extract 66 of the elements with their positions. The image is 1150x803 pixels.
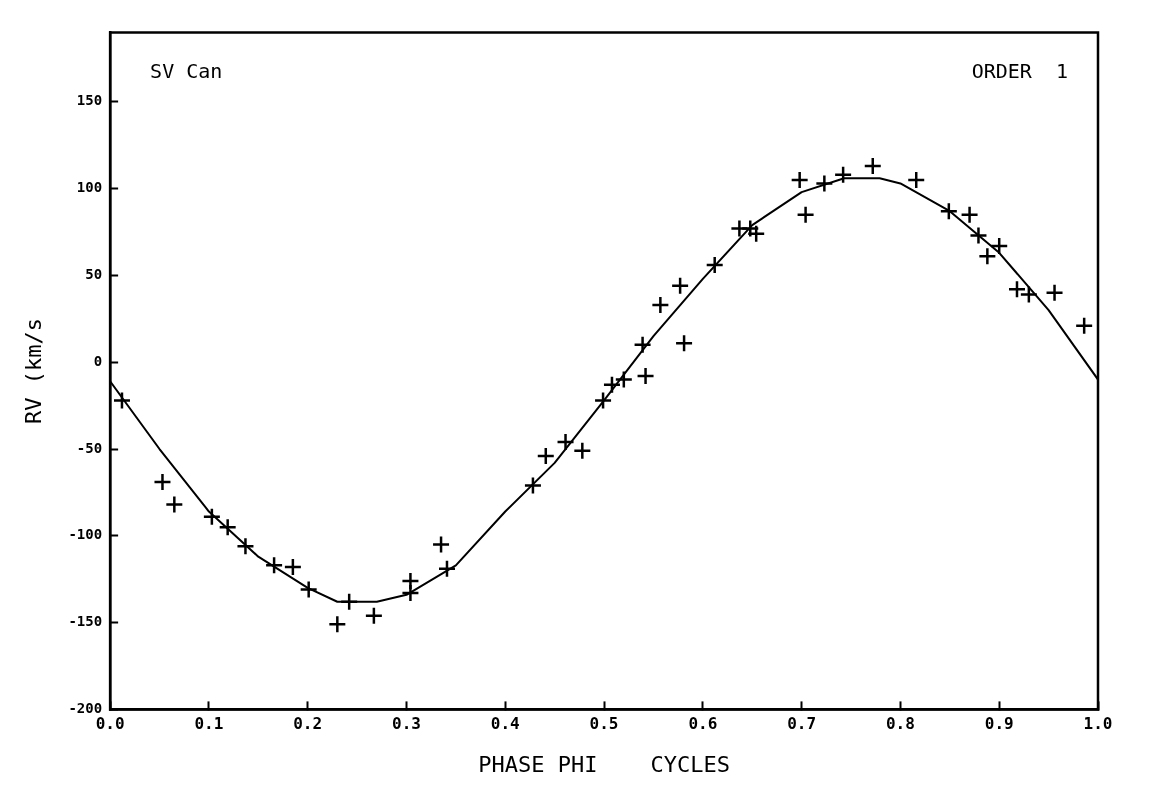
y-tick-label: 100 [76,179,103,196]
point [636,366,655,386]
point [1074,316,1094,336]
point [339,592,359,612]
x-tick-label: 0.5 [589,714,619,734]
point [523,476,543,495]
point [796,205,815,224]
point [112,391,132,410]
point [833,165,853,184]
y-tick-label: 50 [85,266,103,283]
x-tick-label: 0.3 [392,714,421,734]
point [165,495,184,514]
x-tick-label: 0.0 [95,714,125,734]
point [670,276,690,296]
x-axis-title: PHASE PHI CYCLES [478,751,730,777]
point [283,557,303,577]
point [1045,283,1064,303]
point [431,535,451,554]
point [328,615,347,634]
point [651,295,670,315]
point [978,247,997,266]
y-tick-label: -200 [68,700,103,717]
point [264,556,284,575]
y-tick-label: -50 [76,439,103,456]
point [593,391,613,410]
point [573,441,592,460]
point [989,236,1009,256]
point [614,370,634,389]
point [202,507,222,526]
annotation: ORDER 1 [971,58,1068,83]
x-tick-label: 0.1 [194,714,224,734]
point [401,583,420,603]
point [939,201,959,221]
point [299,580,318,599]
point [790,170,809,190]
point [863,156,883,176]
point [602,375,622,395]
y-tick-label: -100 [68,526,103,543]
annotation: SV Can [150,58,223,83]
x-tick-label: 0.8 [885,714,915,734]
x-tick-label: 0.6 [688,714,718,734]
point [960,205,979,224]
y-tick-label: 0 [93,352,103,369]
point [815,174,834,193]
point [969,226,988,245]
point [437,559,457,579]
point [153,472,172,492]
y-tick-label: -150 [68,613,103,630]
x-tick-label: 1.0 [1083,714,1113,734]
point [1007,280,1027,299]
x-tick-label: 0.9 [984,714,1014,734]
point [556,432,575,452]
point [364,606,384,625]
point [906,170,926,190]
point [536,446,556,466]
point [1019,285,1039,304]
x-tick-label: 0.4 [490,714,520,734]
point [236,536,255,556]
point [633,335,652,355]
point [674,333,694,353]
point [218,517,237,537]
point [705,255,724,275]
x-tick-label: 0.2 [293,714,323,734]
x-tick-label: 0.7 [787,714,817,734]
y-tick-label: 150 [76,92,103,109]
y-axis-title: RV (km/s [20,317,46,424]
